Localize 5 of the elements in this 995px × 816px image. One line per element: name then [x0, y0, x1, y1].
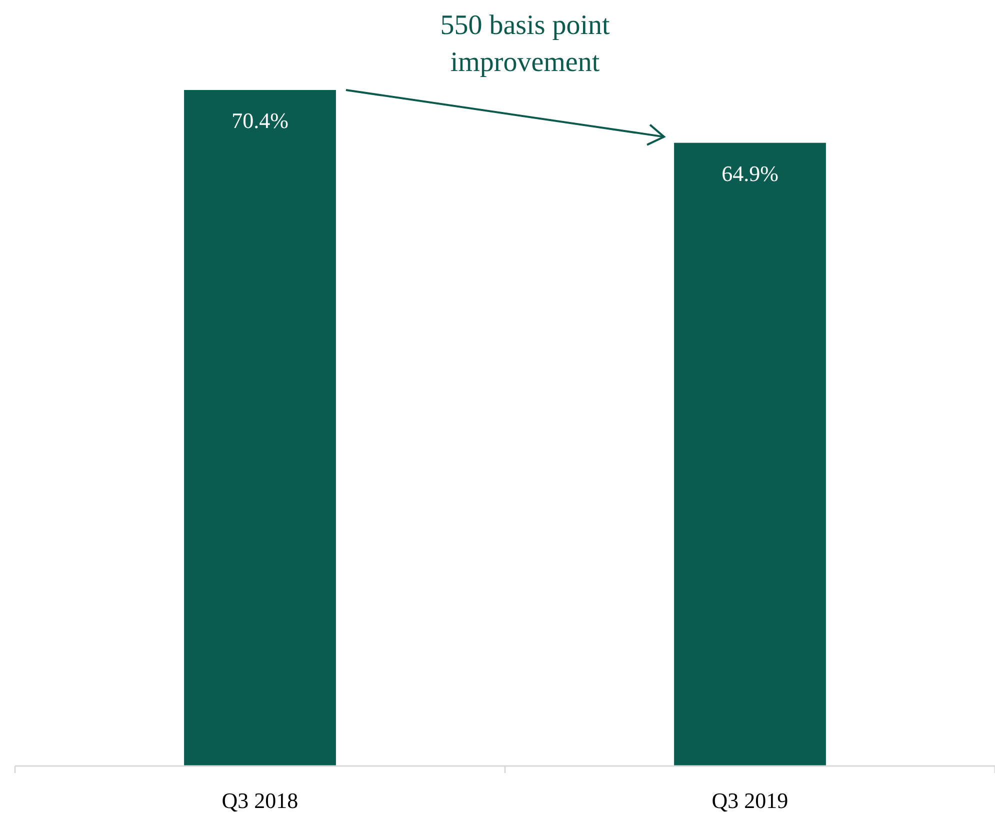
x-tick-label: Q3 2018: [222, 788, 298, 813]
x-tick-label: Q3 2019: [712, 788, 788, 813]
text: 550 basis point improvement: [440, 10, 610, 78]
data-label: 70.4%: [232, 108, 288, 133]
data-label: 64.9%: [722, 160, 778, 186]
